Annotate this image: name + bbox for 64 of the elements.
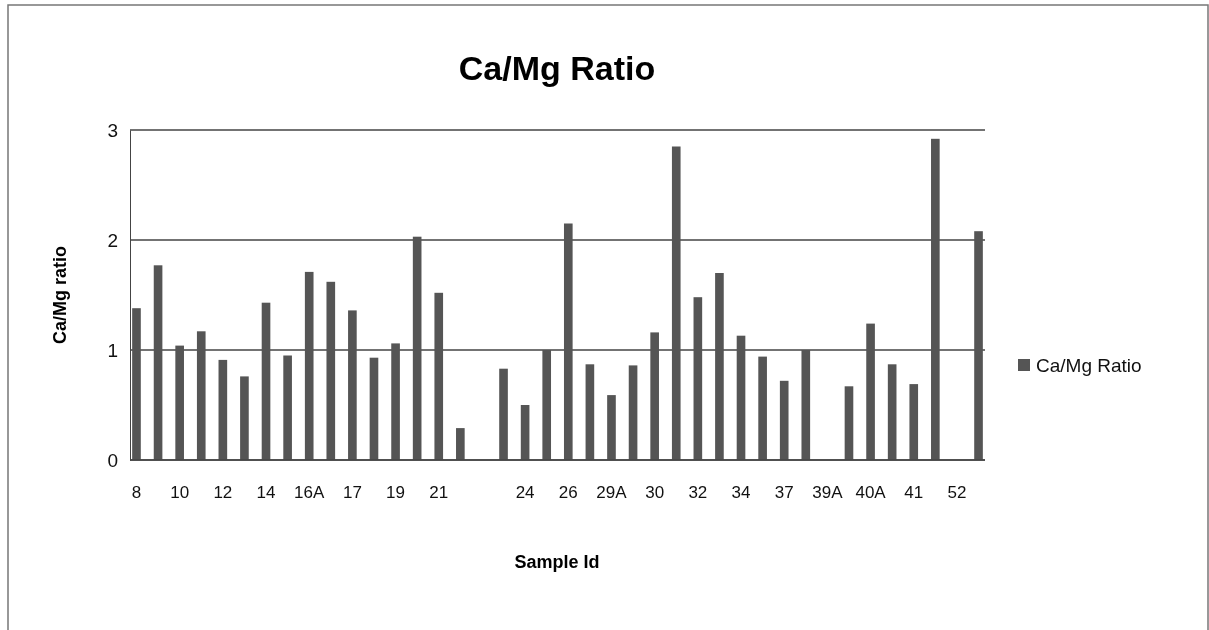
x-tick-label: 17 [342,483,362,502]
bar [693,297,703,460]
x-tick-label: 14 [256,483,276,502]
bar [132,308,141,460]
y-tick-label: 0 [107,449,118,471]
y-axis-title: Ca/Mg ratio [50,245,70,345]
bar [196,331,206,460]
x-tick-label: 10 [170,483,190,502]
bar [758,356,767,460]
bar [261,302,271,460]
bar [628,365,638,460]
bar [736,335,746,460]
x-tick-label: 32 [688,483,708,502]
y-tick-label: 1 [107,339,118,361]
y-tick-label: 2 [107,229,118,251]
bar [844,386,854,460]
bar [650,332,659,460]
x-tick-label: 19 [386,483,406,502]
x-tick-label: 8 [131,483,142,502]
x-tick-label: 37 [774,483,794,502]
x-tick-label: 30 [645,483,665,502]
x-tick-label: 40A [855,483,887,502]
x-tick-label: 26 [558,483,578,502]
bar [779,380,789,460]
bar [671,146,681,460]
bar [348,310,357,460]
bar [542,350,552,460]
bar [585,364,595,460]
x-axis-title: Sample Id [514,552,600,572]
bar [563,223,573,460]
x-tick-label: 39A [812,483,844,502]
bar [499,368,508,460]
bar [304,271,314,460]
x-tick-label: 12 [213,483,233,502]
x-tick-label: 16A [294,483,325,502]
bar [369,357,379,460]
bar [887,364,897,460]
x-tick-label: 52 [947,483,967,502]
bar [283,355,292,460]
bar [520,405,530,460]
x-tick-label: 34 [731,483,751,502]
bar [909,384,919,460]
x-tick-label: 24 [515,483,535,502]
bar [456,428,465,460]
bar [715,273,724,460]
legend-label: Ca/Mg Ratio [1036,355,1142,376]
bar [801,350,811,460]
bar [434,292,444,460]
bar [974,231,983,460]
bar [240,376,249,460]
x-tick-label: 29A [596,483,628,502]
bar [866,323,875,460]
bar [153,265,163,460]
chart-title: Ca/Mg Ratio [458,49,656,87]
bar [175,345,184,460]
bar [607,395,616,460]
x-tick-label: 41 [904,483,924,502]
bar [218,359,228,460]
bar [391,343,400,460]
y-tick-label: 3 [107,119,118,141]
bar [412,236,422,460]
x-tick-label: 21 [429,483,449,502]
bar [326,281,336,460]
bar [931,138,940,460]
